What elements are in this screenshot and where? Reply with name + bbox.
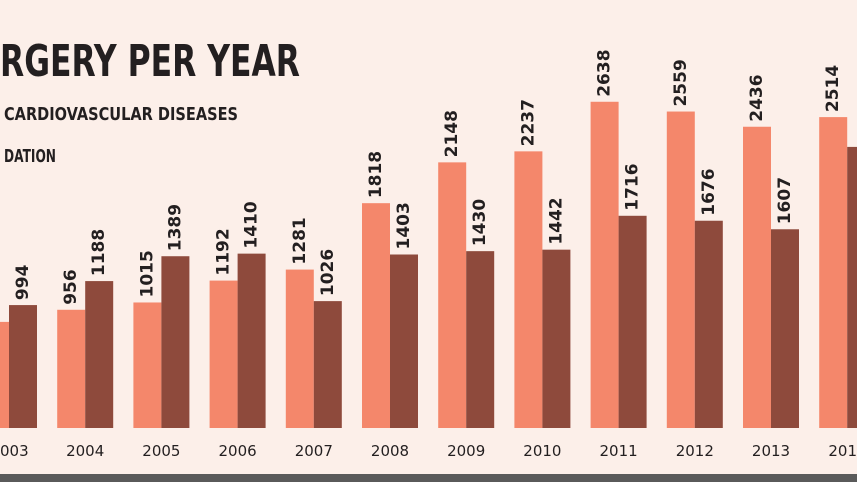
x-tick-label: 2013 xyxy=(752,442,790,460)
bar xyxy=(694,220,723,428)
value-label: 1192 xyxy=(214,228,234,275)
bar xyxy=(285,269,314,428)
value-label: 2638 xyxy=(595,49,615,96)
bar xyxy=(514,151,543,428)
x-tick-label: 2004 xyxy=(66,442,104,460)
value-label: 1607 xyxy=(775,177,795,224)
bar xyxy=(390,254,418,428)
value-label: 2237 xyxy=(518,99,538,146)
value-label: 994 xyxy=(13,264,33,300)
bar xyxy=(666,111,695,429)
value-label: 956 xyxy=(61,269,81,305)
bar xyxy=(438,162,467,428)
bar xyxy=(85,281,114,428)
x-tick-label: 2012 xyxy=(676,442,714,460)
bar xyxy=(362,203,390,428)
bar xyxy=(57,309,86,428)
value-label: 1281 xyxy=(290,217,310,264)
value-label: 1716 xyxy=(623,163,643,210)
value-label: 1430 xyxy=(470,199,490,246)
bar xyxy=(618,215,647,428)
x-tick-label: 2005 xyxy=(142,442,180,460)
bar xyxy=(209,280,238,428)
value-label: 2559 xyxy=(671,59,691,106)
value-label: 2148 xyxy=(442,110,462,157)
bar xyxy=(161,256,190,428)
bar xyxy=(819,117,848,429)
value-label: 1410 xyxy=(242,201,262,248)
value-label: 1389 xyxy=(165,204,185,251)
chart-title: RGERY PER YEAR xyxy=(0,36,300,87)
bar xyxy=(847,146,857,428)
value-label: 1442 xyxy=(546,197,566,244)
value-label: 1015 xyxy=(137,250,157,297)
value-label: 1676 xyxy=(699,168,719,215)
x-tick-label: 2006 xyxy=(219,442,257,460)
value-label: 1818 xyxy=(366,151,386,198)
bar xyxy=(743,126,771,429)
x-tick-label: 2008 xyxy=(371,442,409,460)
chart-subtitle: CARDIOVASCULAR DISEASES xyxy=(4,104,238,125)
x-tick-label: 2007 xyxy=(295,442,333,460)
x-tick-label: 201 xyxy=(828,442,857,460)
x-tick-label: 2009 xyxy=(447,442,485,460)
value-label: 1026 xyxy=(318,249,338,296)
value-label: 1403 xyxy=(394,202,414,249)
bar xyxy=(590,101,619,428)
bar xyxy=(0,321,9,428)
bar xyxy=(466,251,495,428)
value-label: 1188 xyxy=(89,229,109,276)
bar xyxy=(9,305,37,428)
x-tick-label: 2010 xyxy=(523,442,561,460)
bottom-band xyxy=(0,474,857,482)
bar xyxy=(133,302,162,428)
bar xyxy=(313,301,342,428)
x-tick-label: 2011 xyxy=(600,442,638,460)
x-tick-label: 003 xyxy=(0,442,29,460)
value-label: 2436 xyxy=(747,74,767,121)
bar xyxy=(771,229,799,428)
bar xyxy=(542,249,571,428)
bar xyxy=(237,253,266,428)
value-label: 2514 xyxy=(823,65,843,112)
chart-subtitle: DATION xyxy=(4,146,56,167)
